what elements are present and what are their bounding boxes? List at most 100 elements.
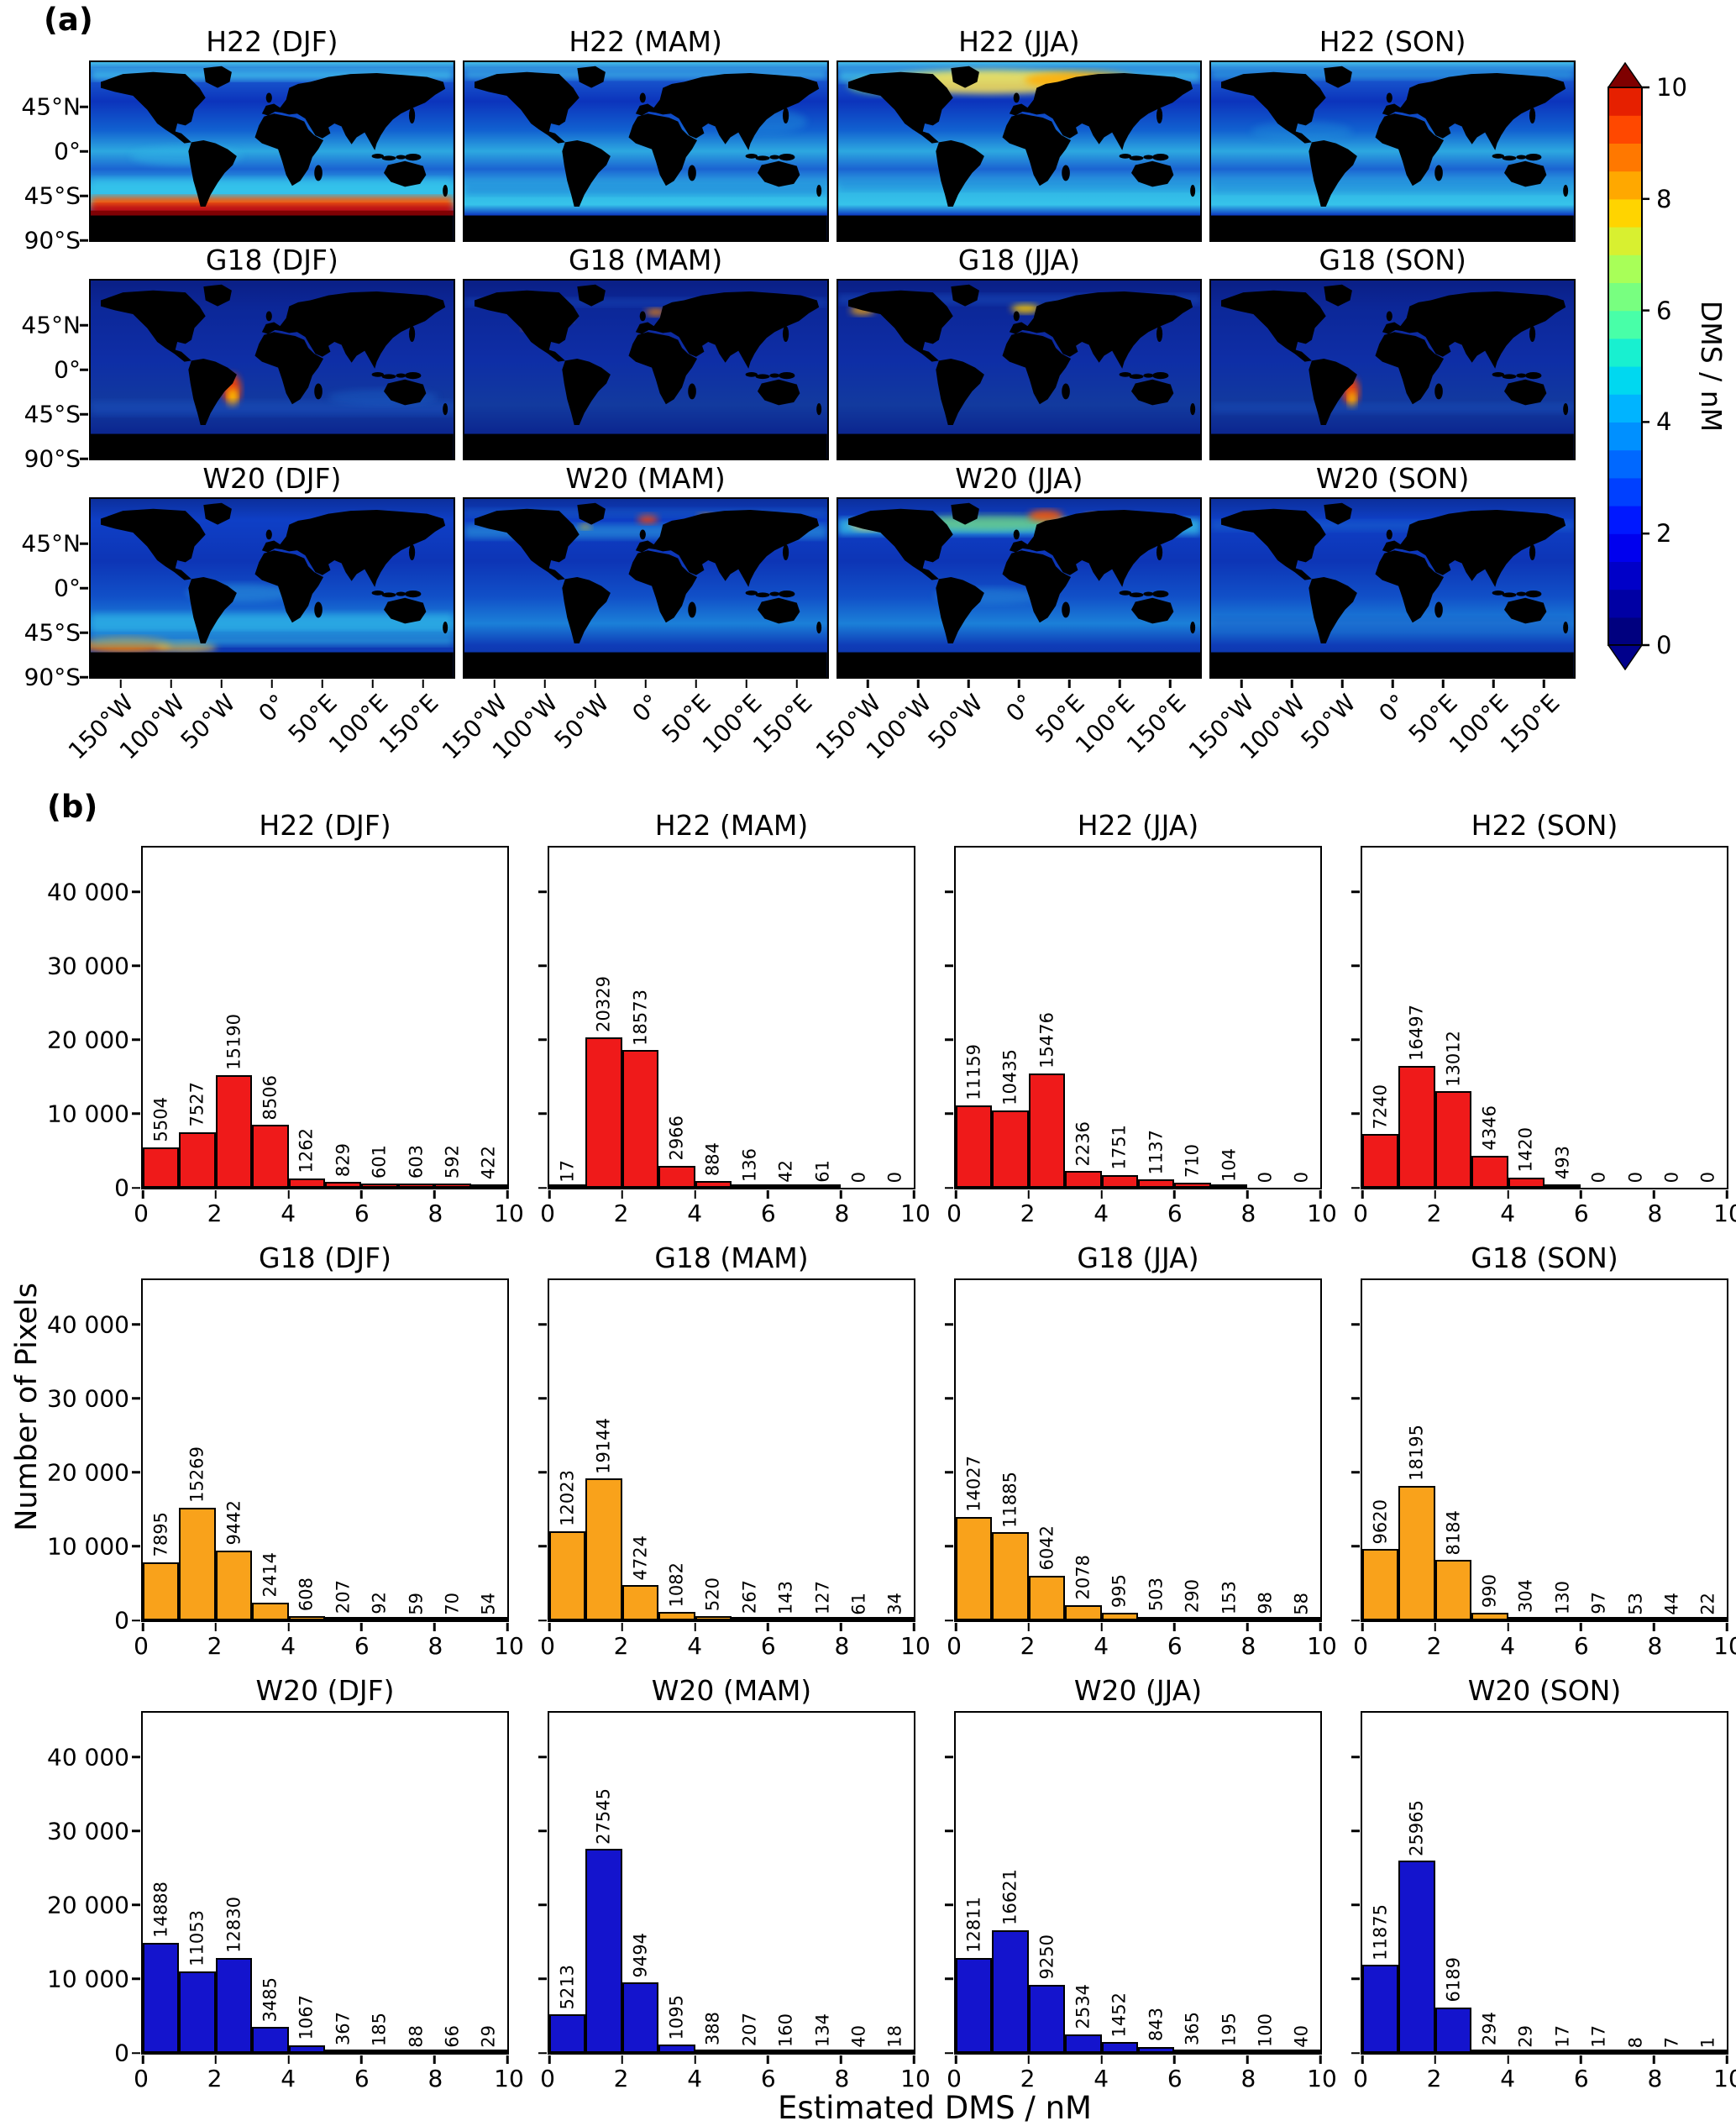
y-tick-label: 20 000 [47, 1026, 129, 1054]
y-tick [132, 1186, 140, 1189]
map-y-tick [80, 239, 88, 242]
map-x-tick-labels: 150°W 100°W 50°W 0° 50°E 100°E 150°E [1183, 679, 1576, 773]
histogram-bar [1362, 1549, 1399, 1620]
histogram-title: G18 (MAM) [654, 1241, 809, 1274]
bar-value-text: 1 [1697, 2036, 1718, 2048]
bar-value-text: 70 [442, 1592, 463, 1615]
x-tick [621, 1623, 624, 1631]
bar-value-text: 153 [1219, 1580, 1239, 1614]
histogram-bar [956, 1958, 993, 2053]
y-tick-label: 40 000 [47, 1310, 129, 1339]
histogram-bar [1247, 1617, 1284, 1620]
map-x-tick [917, 680, 920, 688]
histogram-bar [1398, 1861, 1435, 2053]
bar-value-text: 15269 [186, 1446, 207, 1503]
bar-value-text: 17 [1588, 2025, 1609, 2048]
y-tick [538, 1619, 547, 1622]
bar-value-text: 19144 [593, 1417, 614, 1474]
x-tick [1319, 1623, 1322, 1631]
x-tick-label: 0 [540, 1632, 555, 1660]
x-tick-label: 2 [1426, 2065, 1442, 2092]
histogram-bar [732, 2050, 768, 2053]
histogram-bar [434, 2050, 471, 2053]
histogram-grid: H22 (DJF) 5504 7527 15190 8506 1262 829 601 603 5… [47, 806, 1736, 2092]
bar-value-text: 12023 [557, 1470, 578, 1527]
bar-value-label: 88 [406, 2025, 426, 2048]
bar-value-label: 843 [1146, 2008, 1166, 2041]
x-tick-label: 10 [494, 2065, 524, 2092]
bar-value-text: 9250 [1036, 1934, 1057, 1980]
x-tick [1173, 1190, 1176, 1199]
x-tick [1725, 1190, 1728, 1199]
bar-value-text: 0 [1697, 1171, 1718, 1183]
histogram-bar [1028, 1073, 1066, 1188]
map-panel: W20 (DJF) 45°N 0° 45°S 90°S 150°W 100°W 50°W 0° 5… [21, 460, 455, 773]
bar-value-label: 7240 [1370, 1084, 1390, 1129]
histogram-bar [768, 2050, 805, 2053]
histogram-title: G18 (DJF) [259, 1241, 391, 1274]
map-title: H22 (SON) [1319, 25, 1466, 58]
x-axis-label: Estimated DMS / nM [778, 2090, 1092, 2126]
histogram-bar [1210, 1617, 1248, 1620]
y-tick [1351, 1829, 1360, 1833]
map-panel: H22 (SON) [1209, 24, 1576, 242]
y-tick [945, 964, 953, 968]
x-tick-label: 6 [354, 1632, 370, 1660]
bar-value-label: 18573 [630, 990, 650, 1046]
x-tick-label: 6 [1573, 1632, 1589, 1660]
map-x-tick [1441, 680, 1445, 688]
x-tick-labels: 0 2 4 6 8 10 [540, 1189, 931, 1227]
x-tick-label: 0 [1353, 1632, 1368, 1660]
bar-value-text: 143 [775, 1580, 796, 1614]
bar-value-text: 9494 [630, 1932, 650, 1978]
map-x-tick-text: 0° [627, 689, 665, 727]
x-tick [1652, 1190, 1655, 1199]
bar-value-label: 130 [1552, 1581, 1572, 1614]
bar-value-label: 1452 [1109, 1992, 1130, 2037]
bar-value-text: 207 [333, 1580, 354, 1614]
map-x-tick [422, 680, 425, 688]
bar-value-label: 9620 [1370, 1499, 1390, 1544]
bar-value-label: 29 [1516, 2025, 1536, 2048]
map-x-tick [644, 680, 647, 688]
x-tick-label: 0 [540, 2065, 555, 2092]
y-tick [945, 1903, 953, 1907]
map-x-tick [170, 680, 173, 688]
bar-value-text: 42 [775, 1159, 796, 1183]
histogram-title: G18 (SON) [1471, 1241, 1618, 1274]
x-tick [1580, 1190, 1582, 1199]
bar-value-label: 0 [1661, 1172, 1681, 1183]
y-tick [1351, 1977, 1360, 1981]
x-tick-label: 8 [1647, 1632, 1663, 1660]
x-tick [1246, 1623, 1249, 1631]
bar-value-label: 13012 [1443, 1031, 1463, 1087]
histogram-bar [1101, 1613, 1138, 1620]
bar-value-text: 207 [739, 2013, 760, 2047]
bar-value-label: 11053 [187, 1910, 207, 1966]
y-tick [538, 1829, 547, 1833]
bar-value-text: 18195 [1406, 1425, 1427, 1481]
bar-value-text: 195 [1219, 2013, 1239, 2047]
histogram-bar [1617, 1617, 1655, 1620]
x-tick [1507, 1190, 1509, 1199]
histogram-bar [1545, 1617, 1581, 1620]
bar-value-text: 0 [1625, 1171, 1645, 1183]
x-tick-label: 6 [760, 1199, 776, 1227]
map-y-tick-label: 45°S [24, 181, 81, 210]
maps-grid: H22 (DJF) 45°N 0° 45°S 90°S H22 (MAM) H22 (JJA… [21, 24, 1576, 773]
bar-value-text: 520 [702, 1577, 723, 1612]
histogram-bar [841, 2050, 878, 2053]
x-tick-label: 2 [1020, 1632, 1036, 1660]
bar-value-label: 884 [703, 1142, 723, 1176]
bar-value-text: 54 [478, 1592, 499, 1615]
bar-value-label: 1095 [666, 1995, 686, 2039]
x-tick [214, 1190, 218, 1199]
map-y-tick-label: 0° [54, 355, 81, 384]
map-x-tick [1169, 680, 1172, 688]
bar-value-label: 59 [406, 1593, 426, 1615]
bar-value-text: 160 [775, 2013, 796, 2047]
x-tick [912, 1190, 915, 1199]
histogram-bar [585, 1037, 622, 1188]
bar-value-label: 17 [1552, 2025, 1572, 2048]
histogram-bar [1362, 1134, 1399, 1188]
